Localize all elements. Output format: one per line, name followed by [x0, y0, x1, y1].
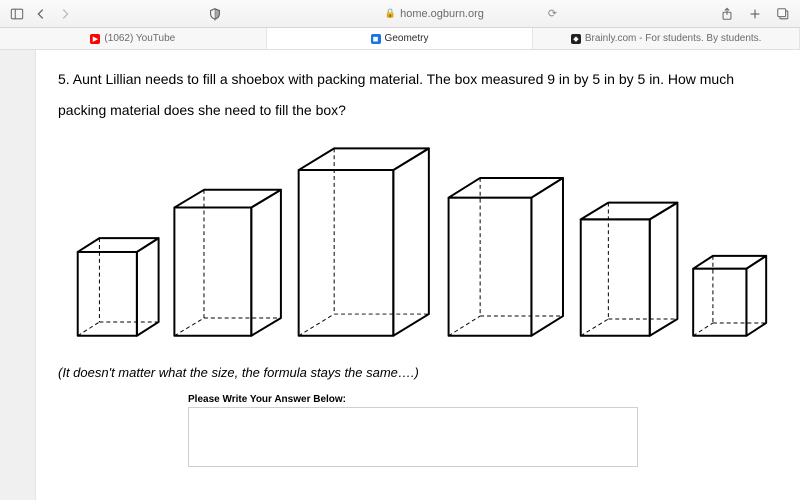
shield-icon[interactable] — [206, 5, 224, 23]
tab-geometry[interactable]: ◼ Geometry — [267, 28, 534, 49]
tab-brainly[interactable]: ◆ Brainly.com - For students. By student… — [533, 28, 800, 49]
back-icon[interactable] — [32, 5, 50, 23]
share-icon[interactable] — [718, 5, 736, 23]
tab-label: Brainly.com - For students. By students. — [585, 33, 762, 44]
tab-label: (1062) YouTube — [104, 33, 175, 44]
brainly-icon: ◆ — [571, 34, 581, 44]
tab-label: Geometry — [385, 33, 429, 44]
answer-input[interactable] — [188, 407, 638, 467]
browser-toolbar: 🔒 home.ogburn.org ⟳ — [0, 0, 800, 28]
url-host: home.ogburn.org — [400, 8, 484, 20]
new-tab-icon[interactable] — [746, 5, 764, 23]
boxes-diagram — [58, 142, 778, 352]
sidebar-toggle-icon[interactable] — [8, 5, 26, 23]
page-body: 5. Aunt Lillian needs to fill a shoebox … — [0, 50, 800, 500]
left-gutter — [0, 50, 36, 500]
address-bar[interactable]: 🔒 home.ogburn.org ⟳ — [230, 7, 712, 20]
question-text: 5. Aunt Lillian needs to fill a shoebox … — [58, 64, 778, 126]
youtube-icon: ▶ — [90, 34, 100, 44]
site-icon: ◼ — [371, 34, 381, 44]
reload-icon[interactable]: ⟳ — [548, 7, 557, 20]
question-hint: (It doesn't matter what the size, the fo… — [58, 365, 778, 380]
tabs-overview-icon[interactable] — [774, 5, 792, 23]
document-content: 5. Aunt Lillian needs to fill a shoebox … — [36, 50, 800, 500]
forward-icon[interactable] — [56, 5, 74, 23]
tab-strip: ▶ (1062) YouTube ◼ Geometry ◆ Brainly.co… — [0, 28, 800, 50]
tab-youtube[interactable]: ▶ (1062) YouTube — [0, 28, 267, 49]
lock-icon: 🔒 — [385, 8, 396, 19]
answer-prompt-label: Please Write Your Answer Below: — [188, 394, 778, 405]
